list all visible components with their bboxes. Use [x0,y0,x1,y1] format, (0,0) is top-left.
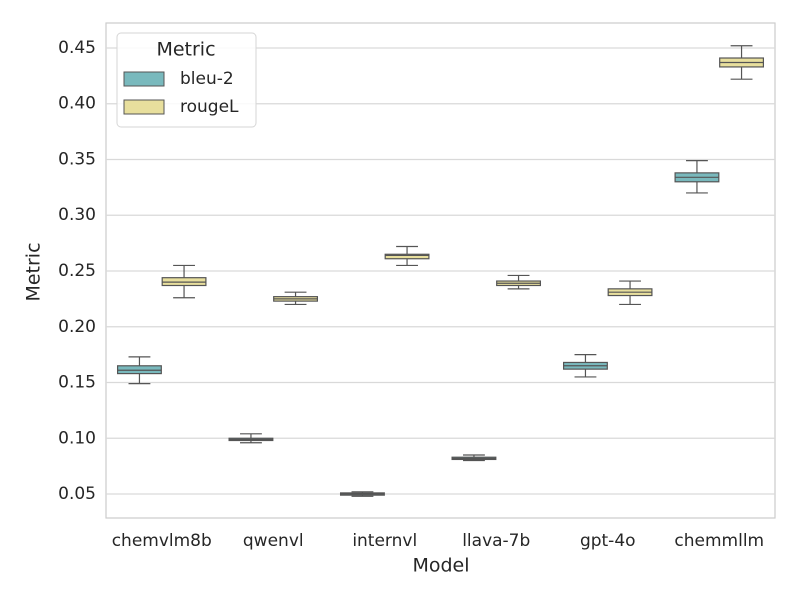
legend-label: rougeL [180,97,239,117]
y-tick-label: 0.05 [58,484,96,504]
legend-swatch [123,99,165,115]
y-tick-label: 0.35 [58,149,96,169]
x-tick-label: llava-7b [462,531,530,551]
y-tick-label: 0.40 [58,94,96,114]
y-tick-label: 0.45 [58,38,96,58]
x-tick-label: internvl [352,531,417,551]
y-axis-label: Metric [23,242,45,301]
box [384,253,430,260]
x-tick-label: gpt-4o [580,531,636,551]
legend-title: Metric [156,39,215,61]
x-tick-label: qwenvl [243,531,304,551]
x-tick-label: chemvlm8b [112,531,212,551]
x-axis-label: Model [412,555,469,577]
legend: Metric bleu-2 rougeL [116,32,257,128]
legend-label: bleu-2 [180,69,234,89]
y-tick-label: 0.15 [58,373,96,393]
y-tick-label: 0.20 [58,317,96,337]
x-tick-label: chemmllm [674,531,764,551]
y-tick-label: 0.30 [58,205,96,225]
legend-swatch [123,71,165,87]
y-tick-label: 0.10 [58,428,96,448]
y-tick-label: 0.25 [58,261,96,281]
